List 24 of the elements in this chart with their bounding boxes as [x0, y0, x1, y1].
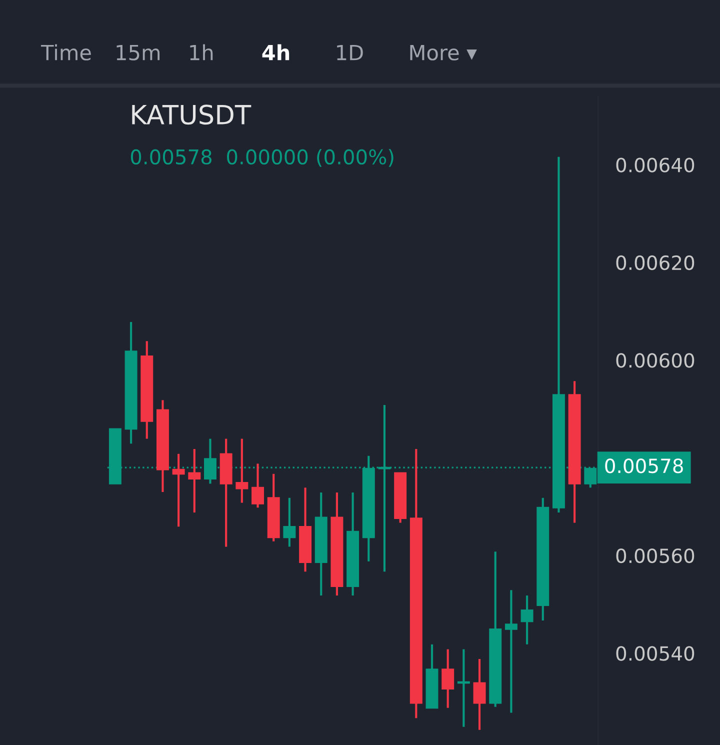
candlestick — [236, 438, 248, 504]
ref-line-label: 0.00578 — [605, 458, 683, 474]
text: 15m — [116, 44, 160, 60]
candlestick — [457, 648, 470, 728]
y-tick-label: 0.00640 — [616, 158, 694, 172]
chart-title: KATUSDT — [132, 104, 252, 125]
y-tick-label: 0.00600 — [616, 353, 694, 368]
candlestick — [252, 462, 264, 509]
candlestick — [473, 658, 486, 731]
candlestick — [442, 648, 454, 709]
text: 4h — [262, 44, 290, 60]
candlestick — [283, 496, 296, 548]
text: 0.00578 0.00000 (0.00%) — [130, 148, 394, 167]
candlestick — [520, 594, 534, 646]
y-tick-label: 0.00620 — [616, 255, 694, 270]
text: Time — [40, 44, 91, 60]
y-tick-label: 0.00540 — [616, 646, 694, 661]
y-tick-label: 0.00560 — [616, 548, 694, 564]
candlestick — [504, 589, 518, 714]
text: More ▾ — [410, 44, 477, 60]
candlestick — [172, 452, 185, 528]
text: 1h — [190, 44, 213, 60]
candlestick — [188, 448, 201, 514]
text: 1D — [337, 44, 363, 60]
